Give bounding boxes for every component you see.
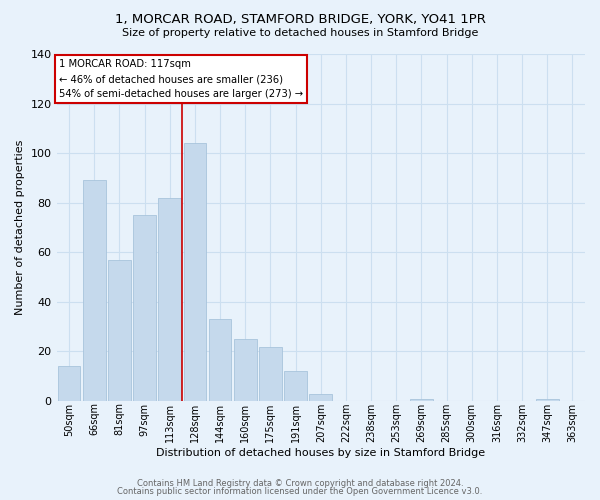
Y-axis label: Number of detached properties: Number of detached properties (15, 140, 25, 315)
Bar (83, 180, 106, 401)
Text: Contains public sector information licensed under the Open Government Licence v3: Contains public sector information licen… (118, 487, 482, 496)
Bar (209, 319, 232, 401)
Bar (259, 346, 282, 401)
Bar (108, 260, 131, 401)
Bar (133, 215, 156, 401)
Bar (58, 366, 80, 401)
Bar (310, 394, 332, 401)
Bar (536, 398, 559, 401)
Bar (158, 198, 181, 401)
X-axis label: Distribution of detached houses by size in Stamford Bridge: Distribution of detached houses by size … (156, 448, 485, 458)
Bar (410, 398, 433, 401)
Text: 1 MORCAR ROAD: 117sqm
← 46% of detached houses are smaller (236)
54% of semi-det: 1 MORCAR ROAD: 117sqm ← 46% of detached … (59, 59, 304, 99)
Bar (284, 372, 307, 401)
Bar (234, 339, 257, 401)
Text: 1, MORCAR ROAD, STAMFORD BRIDGE, YORK, YO41 1PR: 1, MORCAR ROAD, STAMFORD BRIDGE, YORK, Y… (115, 12, 485, 26)
Bar (184, 143, 206, 401)
Text: Contains HM Land Registry data © Crown copyright and database right 2024.: Contains HM Land Registry data © Crown c… (137, 478, 463, 488)
Text: Size of property relative to detached houses in Stamford Bridge: Size of property relative to detached ho… (122, 28, 478, 38)
